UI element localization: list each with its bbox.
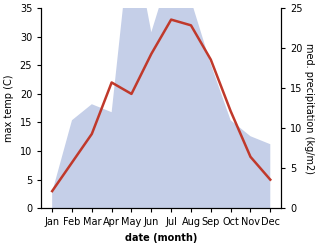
Y-axis label: med. precipitation (kg/m2): med. precipitation (kg/m2) bbox=[304, 43, 314, 174]
Y-axis label: max temp (C): max temp (C) bbox=[4, 74, 14, 142]
X-axis label: date (month): date (month) bbox=[125, 233, 197, 243]
